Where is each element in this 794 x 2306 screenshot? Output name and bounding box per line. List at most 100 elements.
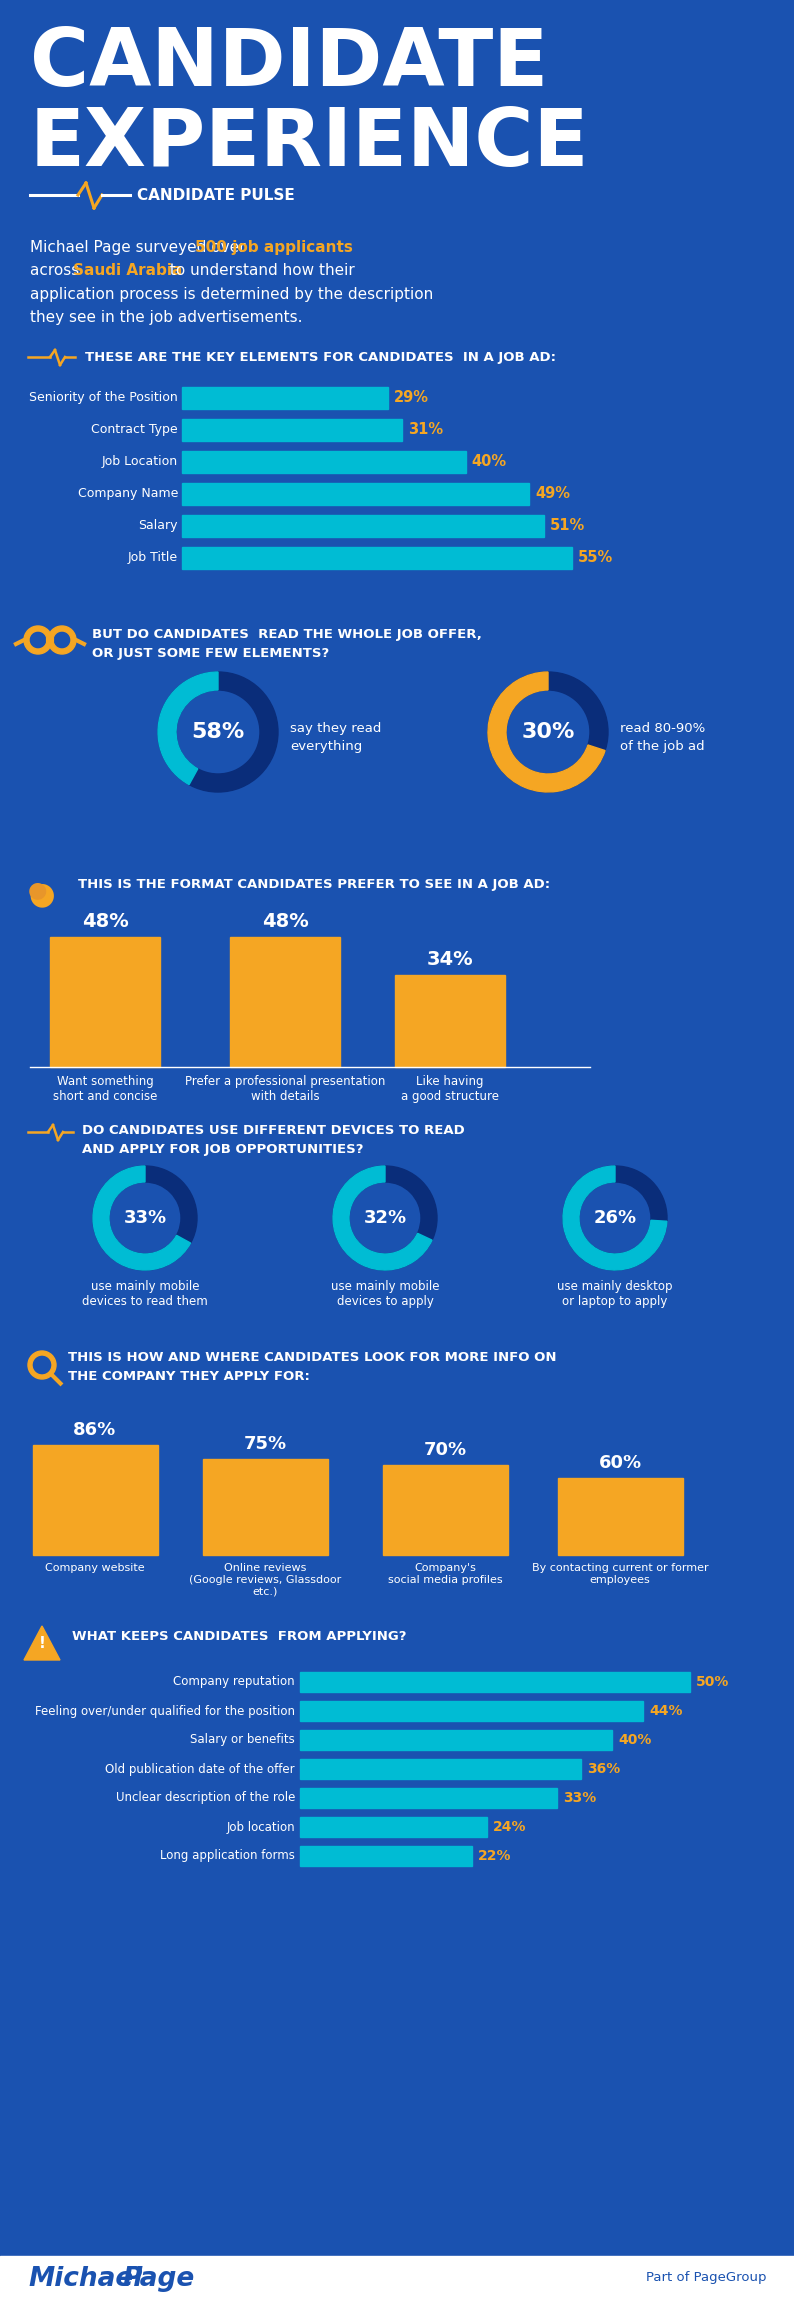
Wedge shape <box>158 671 278 791</box>
Wedge shape <box>24 625 52 655</box>
Text: Contract Type: Contract Type <box>91 424 178 436</box>
Text: Page: Page <box>122 2267 195 2292</box>
Text: 51%: 51% <box>549 519 585 533</box>
Text: !: ! <box>39 1637 45 1651</box>
Text: Old publication date of the offer: Old publication date of the offer <box>106 1762 295 1776</box>
Text: 26%: 26% <box>593 1208 637 1227</box>
Text: Michael Page surveyed over: Michael Page surveyed over <box>30 240 250 256</box>
Bar <box>230 936 340 1068</box>
Text: Job Title: Job Title <box>128 551 178 565</box>
Text: 60%: 60% <box>599 1455 642 1471</box>
Bar <box>300 1730 612 1750</box>
Text: Salary or benefits: Salary or benefits <box>191 1734 295 1746</box>
Wedge shape <box>488 671 608 791</box>
Wedge shape <box>158 671 218 784</box>
Text: 44%: 44% <box>649 1704 683 1718</box>
Wedge shape <box>93 1167 191 1271</box>
Text: WHAT KEEPS CANDIDATES  FROM APPLYING?: WHAT KEEPS CANDIDATES FROM APPLYING? <box>72 1630 407 1642</box>
Text: 34%: 34% <box>426 950 473 969</box>
Text: DO CANDIDATES USE DIFFERENT DEVICES TO READ
AND APPLY FOR JOB OPPORTUNITIES?: DO CANDIDATES USE DIFFERENT DEVICES TO R… <box>82 1123 464 1155</box>
Text: use mainly mobile
devices to read them: use mainly mobile devices to read them <box>82 1280 208 1308</box>
Text: they see in the job advertisements.: they see in the job advertisements. <box>30 309 303 325</box>
Text: 24%: 24% <box>493 1819 526 1833</box>
Bar <box>182 452 465 473</box>
Text: Feeling over/under qualified for the position: Feeling over/under qualified for the pos… <box>35 1704 295 1718</box>
Text: Unclear description of the role: Unclear description of the role <box>116 1792 295 1806</box>
Text: use mainly desktop
or laptop to apply: use mainly desktop or laptop to apply <box>557 1280 673 1308</box>
Text: 70%: 70% <box>423 1441 467 1460</box>
Wedge shape <box>48 625 76 655</box>
Text: BUT DO CANDIDATES  READ THE WHOLE JOB OFFER,
OR JUST SOME FEW ELEMENTS?: BUT DO CANDIDATES READ THE WHOLE JOB OFF… <box>92 627 482 660</box>
Text: 30%: 30% <box>522 722 575 743</box>
Text: 31%: 31% <box>408 422 443 438</box>
Text: Seniority of the Position: Seniority of the Position <box>29 392 178 404</box>
Polygon shape <box>24 1626 60 1660</box>
Bar <box>202 1460 327 1554</box>
Text: THIS IS THE FORMAT CANDIDATES PREFER TO SEE IN A JOB AD:: THIS IS THE FORMAT CANDIDATES PREFER TO … <box>78 879 550 890</box>
Bar <box>300 1672 690 1693</box>
Bar <box>0 2255 794 2306</box>
Text: 48%: 48% <box>82 911 129 932</box>
Wedge shape <box>28 1351 56 1379</box>
Bar <box>300 1847 472 1866</box>
Text: Salary: Salary <box>138 519 178 533</box>
Bar <box>300 1702 643 1720</box>
Text: 22%: 22% <box>478 1849 511 1863</box>
Text: across: across <box>30 263 84 279</box>
Text: 500 job applicants: 500 job applicants <box>195 240 353 256</box>
Text: Saudi Arabia: Saudi Arabia <box>73 263 183 279</box>
Bar <box>33 1446 157 1554</box>
Text: use mainly mobile
devices to apply: use mainly mobile devices to apply <box>331 1280 439 1308</box>
Text: ●: ● <box>28 881 55 909</box>
Text: application process is determined by the description: application process is determined by the… <box>30 286 434 302</box>
Text: 40%: 40% <box>472 454 507 470</box>
Text: Job location: Job location <box>226 1819 295 1833</box>
Bar <box>182 420 402 440</box>
Text: 48%: 48% <box>262 911 308 932</box>
Text: 49%: 49% <box>535 487 570 500</box>
Text: say they read
everything: say they read everything <box>290 722 381 754</box>
Bar <box>300 1759 580 1778</box>
Wedge shape <box>333 1167 437 1271</box>
Bar <box>182 387 387 408</box>
Text: Company reputation: Company reputation <box>173 1676 295 1688</box>
Bar <box>182 514 544 537</box>
Text: CANDIDATE: CANDIDATE <box>30 25 548 104</box>
Bar <box>395 975 505 1068</box>
Text: CANDIDATE PULSE: CANDIDATE PULSE <box>137 189 295 203</box>
Text: 40%: 40% <box>618 1734 651 1748</box>
Text: Company's
social media profiles: Company's social media profiles <box>387 1563 503 1584</box>
Text: Company Name: Company Name <box>78 487 178 500</box>
Text: Want something
short and concise: Want something short and concise <box>53 1075 157 1102</box>
Text: 33%: 33% <box>564 1792 596 1806</box>
Text: 50%: 50% <box>696 1674 730 1688</box>
Text: 86%: 86% <box>73 1420 117 1439</box>
Text: By contacting current or former
employees: By contacting current or former employee… <box>532 1563 708 1584</box>
Text: Company website: Company website <box>45 1563 145 1573</box>
Text: to understand how their: to understand how their <box>165 263 355 279</box>
Text: EXPERIENCE: EXPERIENCE <box>30 106 589 182</box>
Bar <box>182 482 530 505</box>
Text: THESE ARE THE KEY ELEMENTS FOR CANDIDATES  IN A JOB AD:: THESE ARE THE KEY ELEMENTS FOR CANDIDATE… <box>85 351 556 364</box>
Text: 36%: 36% <box>587 1762 620 1776</box>
Wedge shape <box>93 1167 197 1271</box>
Text: 33%: 33% <box>123 1208 167 1227</box>
Text: read 80-90%
of the job ad: read 80-90% of the job ad <box>620 722 705 754</box>
Text: 55%: 55% <box>578 551 613 565</box>
Bar <box>300 1817 488 1838</box>
Bar <box>557 1478 683 1554</box>
Text: Like having
a good structure: Like having a good structure <box>401 1075 499 1102</box>
Wedge shape <box>333 1167 432 1271</box>
Wedge shape <box>563 1167 667 1271</box>
Bar <box>383 1467 507 1554</box>
Bar <box>50 936 160 1068</box>
Text: 58%: 58% <box>191 722 245 743</box>
Text: 32%: 32% <box>364 1208 407 1227</box>
Text: Long application forms: Long application forms <box>160 1849 295 1863</box>
Wedge shape <box>563 1167 667 1271</box>
Text: 29%: 29% <box>394 390 429 406</box>
Text: Job Location: Job Location <box>102 457 178 468</box>
Text: THIS IS HOW AND WHERE CANDIDATES LOOK FOR MORE INFO ON
THE COMPANY THEY APPLY FO: THIS IS HOW AND WHERE CANDIDATES LOOK FO… <box>68 1351 557 1384</box>
Text: 75%: 75% <box>244 1434 287 1453</box>
Text: ●: ● <box>28 881 48 899</box>
